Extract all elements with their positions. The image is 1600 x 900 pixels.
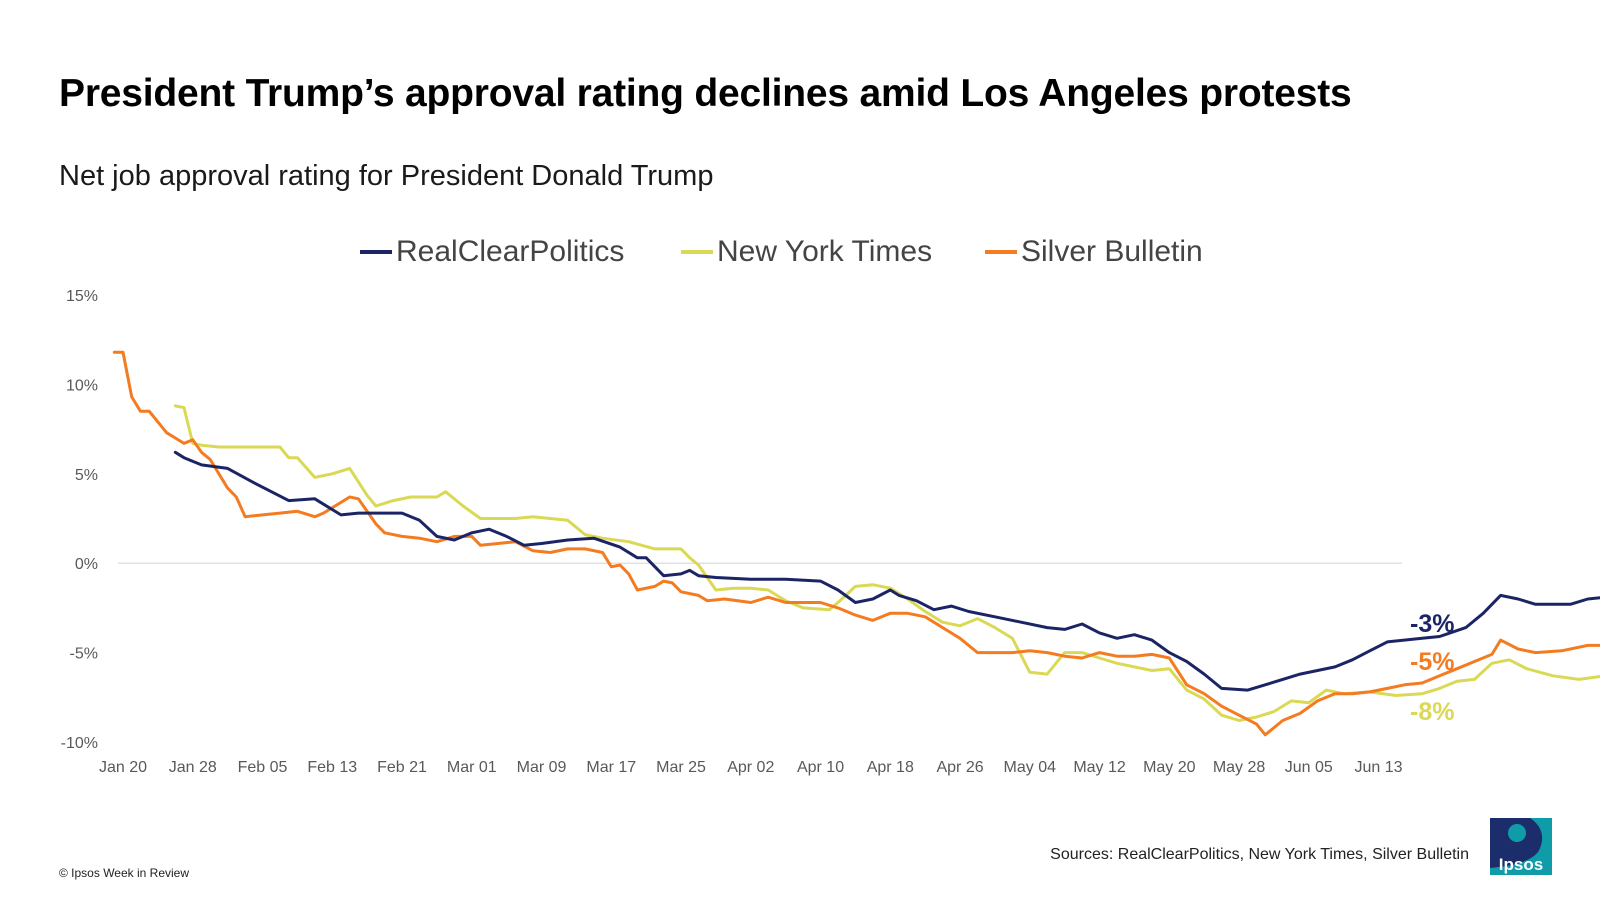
legend-item-new-york-times[interactable]: New York Times [681, 232, 932, 272]
x-tick-label: Mar 01 [447, 759, 497, 776]
y-tick-label: 0% [75, 556, 98, 573]
x-tick-label: Jun 13 [1355, 759, 1403, 776]
logo-text: Ipsos [1499, 855, 1543, 874]
x-tick-label: Jan 20 [99, 759, 147, 776]
chart-subtitle: Net job approval rating for President Do… [59, 160, 714, 192]
line-chart: 15% 10% 5% 0% -5% -10%Jan 20 Jan 28 Feb 05 Feb 1… [61, 288, 1600, 776]
legend-swatch-new-york-times [681, 250, 713, 254]
end-label-realclearpolitics: -3% [1410, 610, 1454, 638]
x-tick-label: Apr 18 [867, 759, 914, 776]
y-tick-label: -10% [61, 735, 98, 752]
x-tick-label: Feb 13 [307, 759, 357, 776]
series-line-realclearpolitics [173, 450, 1600, 692]
legend-swatch-realclearpolitics [360, 250, 392, 254]
series-line-silver-bulletin [112, 350, 1600, 737]
x-tick-label: Mar 09 [517, 759, 567, 776]
x-tick-label: Feb 21 [377, 759, 427, 776]
legend-item-realclearpolitics[interactable]: RealClearPolitics [360, 232, 624, 272]
legend-label: New York Times [717, 235, 933, 268]
x-tick-label: Apr 26 [936, 759, 983, 776]
x-tick-label: Feb 05 [238, 759, 288, 776]
legend-label: RealClearPolitics [396, 235, 625, 268]
ipsos-logo: Ipsos [1490, 818, 1552, 875]
x-tick-label: May 20 [1143, 759, 1196, 776]
x-tick-label: May 12 [1073, 759, 1126, 776]
sources-note: Sources: RealClearPolitics, New York Tim… [1050, 846, 1469, 863]
end-label-new-york-times: -8% [1410, 698, 1454, 726]
x-tick-label: Mar 17 [586, 759, 636, 776]
y-tick-label: 5% [75, 467, 98, 484]
y-tick-label: 15% [66, 288, 98, 305]
end-label-silver-bulletin: -5% [1410, 648, 1454, 676]
copyright-note: © Ipsos Week in Review [59, 866, 190, 880]
legend-label: Silver Bulletin [1021, 235, 1203, 268]
legend-item-silver-bulletin[interactable]: Silver Bulletin [985, 232, 1203, 272]
x-tick-label: Apr 10 [797, 759, 844, 776]
chart-title: President Trump’s approval rating declin… [59, 72, 1352, 115]
x-tick-label: Apr 02 [727, 759, 774, 776]
chart-legend: RealClearPolitics New York Times Silver … [0, 232, 1600, 272]
y-tick-label: -5% [70, 646, 98, 663]
legend-swatch-silver-bulletin [985, 250, 1017, 254]
y-tick-label: 10% [66, 377, 98, 394]
x-tick-label: May 04 [1004, 759, 1057, 776]
x-tick-label: Jan 28 [169, 759, 217, 776]
series-line-new-york-times [173, 404, 1600, 722]
x-tick-label: Mar 25 [656, 759, 706, 776]
x-tick-label: May 28 [1213, 759, 1266, 776]
x-tick-label: Jun 05 [1285, 759, 1333, 776]
